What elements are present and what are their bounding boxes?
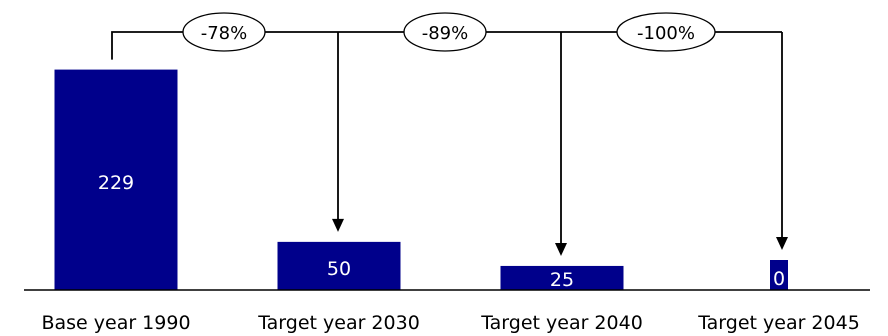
x-tick-label-2: Target year 2030 <box>257 312 420 334</box>
connector-line <box>111 31 782 60</box>
reduction-label-3: -100% <box>637 23 695 44</box>
reduction-pill-3 <box>616 12 716 52</box>
reduction-connectors <box>111 31 788 256</box>
x-tick-label-1: Base year 1990 <box>41 312 190 334</box>
arrow-head-2 <box>555 242 567 256</box>
reduction-label-1: -78% <box>201 23 248 44</box>
bar-1 <box>54 69 178 291</box>
reduction-pill-2 <box>403 12 487 52</box>
x-tick-label-3: Target year 2040 <box>480 312 643 334</box>
bar-4 <box>770 260 788 290</box>
x-tick-label-4: Target year 2045 <box>697 312 860 334</box>
bar-value-label-2: 50 <box>327 258 351 280</box>
arrow-head-1 <box>332 218 344 232</box>
bars-group: 229 50 25 0 <box>54 69 788 291</box>
bar-2 <box>277 241 401 290</box>
bar-3 <box>500 265 624 290</box>
bar-value-label-4: 0 <box>773 268 785 290</box>
bar-value-label-1: 229 <box>98 172 134 194</box>
bar-value-label-3: 25 <box>550 269 574 291</box>
x-axis-labels: Base year 1990 Target year 2030 Target yea… <box>41 312 859 334</box>
reduction-labels: -78% -89% -100% <box>182 12 716 52</box>
reduction-pill-1 <box>182 12 266 52</box>
reduction-label-2: -89% <box>422 23 469 44</box>
arrow-head-3 <box>776 237 788 250</box>
